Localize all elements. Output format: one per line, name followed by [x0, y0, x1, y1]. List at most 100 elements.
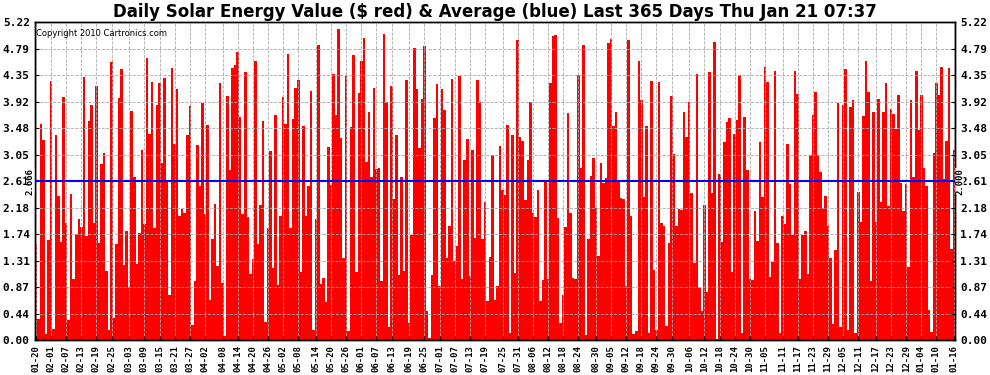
Bar	[724, 142, 726, 340]
Bar	[421, 99, 423, 340]
Bar	[54, 135, 57, 340]
Bar	[90, 105, 93, 340]
Bar	[441, 90, 444, 340]
Bar	[481, 239, 484, 340]
Bar	[148, 134, 150, 340]
Text: 2.666: 2.666	[26, 168, 35, 195]
Bar	[864, 60, 867, 340]
Bar	[95, 86, 98, 340]
Bar	[133, 177, 136, 340]
Bar	[579, 168, 582, 340]
Bar	[282, 98, 284, 340]
Bar	[945, 141, 947, 340]
Bar	[247, 217, 249, 340]
Bar	[605, 178, 607, 340]
Bar	[43, 140, 45, 340]
Bar	[121, 69, 123, 340]
Bar	[315, 219, 317, 340]
Bar	[854, 333, 857, 340]
Bar	[272, 268, 274, 340]
Bar	[75, 234, 77, 340]
Bar	[214, 204, 216, 340]
Bar	[484, 202, 486, 340]
Bar	[668, 243, 670, 340]
Bar	[690, 193, 693, 340]
Bar	[602, 183, 605, 340]
Bar	[322, 278, 325, 340]
Bar	[365, 162, 367, 340]
Bar	[546, 279, 549, 340]
Bar	[416, 89, 418, 340]
Bar	[141, 150, 144, 340]
Bar	[393, 199, 395, 340]
Bar	[413, 48, 416, 340]
Bar	[163, 78, 165, 340]
Bar	[294, 88, 297, 340]
Bar	[799, 279, 802, 340]
Bar	[517, 40, 519, 340]
Bar	[67, 320, 70, 340]
Bar	[40, 124, 43, 340]
Bar	[527, 160, 529, 340]
Bar	[345, 76, 347, 340]
Bar	[892, 114, 895, 340]
Bar	[50, 81, 52, 340]
Bar	[947, 68, 950, 340]
Bar	[328, 147, 330, 340]
Bar	[869, 281, 872, 340]
Bar	[335, 115, 338, 340]
Bar	[362, 38, 365, 340]
Bar	[468, 276, 471, 340]
Bar	[486, 301, 489, 340]
Bar	[325, 302, 328, 340]
Bar	[302, 126, 305, 340]
Bar	[349, 127, 352, 340]
Bar	[93, 223, 95, 340]
Bar	[877, 99, 880, 340]
Bar	[822, 208, 825, 340]
Bar	[763, 67, 766, 340]
Bar	[794, 71, 796, 340]
Bar	[549, 83, 551, 340]
Bar	[186, 135, 188, 340]
Bar	[809, 155, 812, 340]
Bar	[819, 172, 822, 340]
Bar	[559, 322, 562, 340]
Bar	[116, 244, 118, 340]
Bar	[551, 36, 554, 340]
Bar	[352, 55, 355, 340]
Bar	[471, 150, 473, 340]
Bar	[936, 83, 938, 340]
Bar	[444, 110, 446, 340]
Bar	[657, 82, 660, 340]
Bar	[711, 194, 713, 340]
Bar	[534, 217, 537, 340]
Bar	[844, 69, 846, 340]
Bar	[70, 194, 72, 340]
Bar	[647, 333, 650, 340]
Bar	[237, 53, 239, 340]
Bar	[305, 216, 307, 340]
Bar	[620, 198, 623, 340]
Bar	[254, 62, 256, 340]
Bar	[590, 176, 592, 340]
Bar	[360, 61, 362, 340]
Bar	[645, 126, 647, 340]
Bar	[82, 77, 85, 340]
Bar	[426, 311, 428, 340]
Bar	[683, 112, 685, 340]
Bar	[274, 115, 277, 340]
Bar	[284, 124, 287, 340]
Bar	[522, 141, 524, 340]
Bar	[191, 325, 194, 340]
Bar	[478, 102, 481, 340]
Bar	[761, 196, 763, 340]
Bar	[812, 114, 814, 340]
Bar	[789, 184, 791, 340]
Bar	[519, 136, 522, 340]
Bar	[729, 118, 731, 340]
Bar	[375, 169, 378, 340]
Bar	[110, 62, 113, 340]
Bar	[287, 54, 289, 340]
Bar	[857, 192, 859, 340]
